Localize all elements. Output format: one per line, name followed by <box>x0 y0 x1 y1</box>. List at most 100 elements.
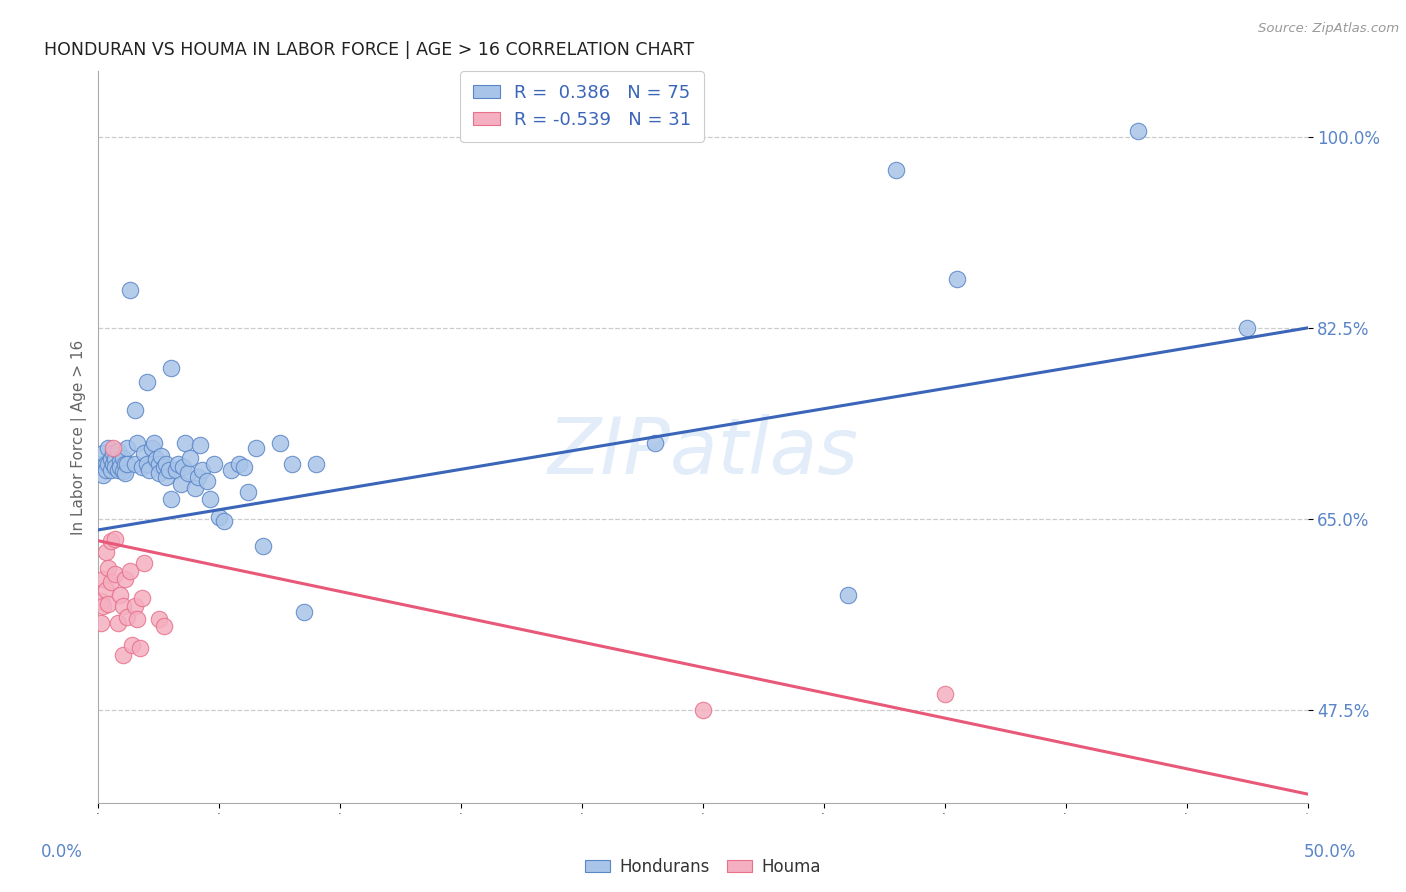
Point <box>118 283 141 297</box>
Point <box>148 466 170 480</box>
Point <box>124 599 146 614</box>
Point <box>238 484 260 499</box>
Point <box>117 441 139 455</box>
Point <box>212 514 235 528</box>
Point <box>174 435 197 450</box>
Point <box>187 470 209 484</box>
Point <box>97 441 120 455</box>
Point <box>91 468 114 483</box>
Point <box>148 612 170 626</box>
Point <box>160 492 183 507</box>
Point <box>111 599 134 614</box>
Point <box>160 361 183 376</box>
Point <box>111 648 134 663</box>
Point <box>117 458 139 472</box>
Point <box>101 446 124 460</box>
Point <box>155 470 177 484</box>
Point <box>94 545 117 559</box>
Point <box>143 435 166 450</box>
Point <box>167 458 190 472</box>
Point <box>127 435 149 450</box>
Point <box>148 458 170 472</box>
Point <box>281 458 304 472</box>
Point <box>91 446 114 460</box>
Point <box>114 466 136 480</box>
Point <box>837 588 859 602</box>
Point <box>121 638 143 652</box>
Point <box>91 599 114 614</box>
Point <box>124 458 146 472</box>
Text: HONDURAN VS HOUMA IN LABOR FORCE | AGE > 16 CORRELATION CHART: HONDURAN VS HOUMA IN LABOR FORCE | AGE >… <box>44 41 695 59</box>
Point <box>232 459 254 474</box>
Point <box>131 591 153 605</box>
Point <box>91 572 114 586</box>
Point <box>134 556 156 570</box>
Point <box>94 582 117 597</box>
Point <box>104 532 127 546</box>
Point <box>127 612 149 626</box>
Point <box>135 376 157 390</box>
Point <box>94 458 117 472</box>
Point <box>204 458 226 472</box>
Point <box>100 451 122 466</box>
Point <box>124 402 146 417</box>
Point <box>165 463 187 477</box>
Point <box>107 615 129 630</box>
Point <box>134 446 156 460</box>
Point <box>101 441 124 455</box>
Point <box>692 703 714 717</box>
Point <box>111 464 134 478</box>
Point <box>152 459 174 474</box>
Point <box>150 449 173 463</box>
Point <box>172 459 194 474</box>
Point <box>114 458 136 472</box>
Point <box>90 615 112 630</box>
Point <box>107 463 129 477</box>
Point <box>269 435 291 450</box>
Point <box>946 272 969 286</box>
Point <box>117 610 139 624</box>
Point <box>97 561 120 575</box>
Point <box>157 463 180 477</box>
Point <box>100 463 122 477</box>
Point <box>118 565 141 579</box>
Point <box>108 459 131 474</box>
Point <box>101 458 124 472</box>
Point <box>135 458 157 472</box>
Text: ZIPatlas: ZIPatlas <box>547 414 859 490</box>
Point <box>198 492 221 507</box>
Point <box>305 458 328 472</box>
Point <box>114 572 136 586</box>
Point <box>111 450 134 465</box>
Point <box>934 687 956 701</box>
Point <box>104 566 127 581</box>
Point <box>177 466 200 480</box>
Point <box>131 459 153 474</box>
Point <box>104 451 127 466</box>
Point <box>245 441 267 455</box>
Point <box>108 454 131 468</box>
Point <box>169 477 191 491</box>
Point <box>100 533 122 548</box>
Point <box>221 463 243 477</box>
Point <box>97 597 120 611</box>
Point <box>1236 321 1258 335</box>
Point <box>292 605 315 619</box>
Point <box>107 444 129 458</box>
Point <box>252 539 274 553</box>
Y-axis label: In Labor Force | Age > 16: In Labor Force | Age > 16 <box>72 340 87 534</box>
Point <box>108 588 131 602</box>
Point <box>141 441 163 455</box>
Point <box>195 474 218 488</box>
Point <box>90 594 112 608</box>
Point <box>208 509 231 524</box>
Legend: Hondurans, Houma: Hondurans, Houma <box>578 851 828 882</box>
Point <box>94 463 117 477</box>
Point <box>188 438 211 452</box>
Point <box>191 463 214 477</box>
Text: 0.0%: 0.0% <box>41 843 83 861</box>
Text: Source: ZipAtlas.com: Source: ZipAtlas.com <box>1258 22 1399 36</box>
Point <box>128 640 150 655</box>
Point <box>155 458 177 472</box>
Point <box>152 619 174 633</box>
